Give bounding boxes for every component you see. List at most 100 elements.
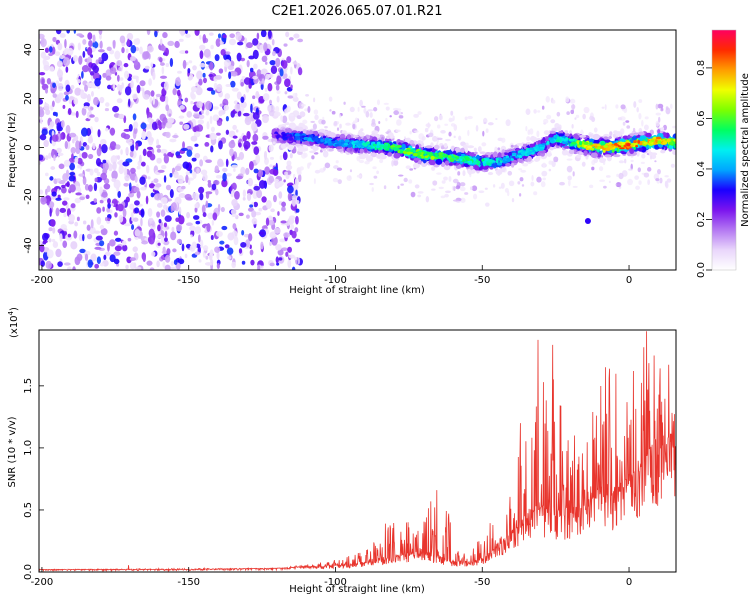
heatmap-cell [417,151,422,156]
heatmap-cell [165,62,170,68]
heatmap-cell [343,142,349,146]
heatmap-cell [541,170,548,177]
heatmap-cell [60,133,63,140]
heatmap-cell [647,167,652,172]
heatmap-cell [464,116,468,121]
heatmap-cell [136,84,141,94]
heatmap-cell [287,217,295,225]
heatmap-cell [269,99,272,105]
heatmap-cell [414,184,420,189]
heatmap-cell [510,144,514,148]
heatmap-cell [39,33,45,40]
heatmap-cell [69,162,76,171]
heatmap-cell [279,238,286,243]
heatmap-cell [139,80,146,87]
heatmap-cell [404,137,410,143]
heatmap-cell [269,164,273,168]
heatmap-cell [55,30,62,35]
heatmap-cell [99,186,103,195]
heatmap-cell [141,240,149,245]
heatmap-cell [215,132,221,136]
heatmap-cell [385,135,391,140]
heatmap-cell [284,91,288,95]
heatmap-cell [220,49,226,56]
heatmap-cell [163,81,169,91]
heatmap-cell [381,136,385,142]
heatmap-cell [227,65,234,71]
heatmap-cell [265,200,272,210]
heatmap-cell [264,166,271,175]
heatmap-cell [253,185,261,191]
heatmap-cell [157,120,161,126]
heatmap-cell [275,182,283,188]
heatmap-cell [191,157,197,162]
heatmap-cell [280,143,287,149]
heatmap-cell [361,105,366,108]
heatmap-cell [143,94,150,100]
heatmap-cell [177,70,182,74]
colorbar-tick-label: 0.6 [696,110,707,126]
heatmap-cell [81,70,84,79]
heatmap-cell [637,139,641,144]
heatmap-cell [72,55,78,62]
heatmap-cell [484,202,490,207]
heatmap-cell [533,109,537,114]
heatmap-cell [181,243,185,252]
heatmap-cell [121,47,125,54]
heatmap-cell [68,175,76,182]
heatmap-cell [43,139,49,148]
heatmap-cell [56,122,62,132]
heatmap-cell [214,75,222,80]
heatmap-cell [385,106,390,111]
heatmap-cell [587,145,593,149]
heatmap-cell [581,144,585,147]
heatmap-cell [208,32,214,36]
heatmap-cell [207,180,212,184]
heatmap-cell [270,65,278,75]
heatmap-cell [665,106,669,110]
heatmap-cell [157,242,161,246]
heatmap-cell [197,119,205,125]
heatmap-cell [280,220,287,224]
heatmap-cell [616,182,622,188]
heatmap-cell [563,138,567,142]
heatmap-cell [230,71,238,77]
heatmap-cell [398,111,402,116]
heatmap-cell [171,226,175,232]
heatmap-cell [149,96,153,104]
heatmap-cell [225,158,229,168]
heatmap-cell [204,262,212,266]
heatmap-cell [615,104,619,109]
heatmap-cell [87,153,94,160]
heatmap-cell [246,130,251,140]
heatmap-cell [358,129,363,137]
heatmap-cell [92,71,100,81]
heatmap-cell [216,119,223,127]
heatmap-cell [59,207,67,213]
heatmap-cell [71,153,74,161]
heatmap-cell [39,71,46,76]
heatmap-cell [534,158,540,162]
heatmap-cell [288,113,295,117]
heatmap-cell [193,215,200,220]
heatmap-cell [156,138,160,146]
heatmap-cell [78,173,85,177]
heatmap-cell [138,154,142,163]
heatmap-cell [325,137,329,141]
heatmap-cell [82,39,87,45]
heatmap-cell [70,241,78,250]
heatmap-cell [251,102,255,107]
heatmap-cell [224,244,230,249]
x-tick-label: 0 [626,275,632,286]
heatmap-cell [83,105,89,110]
heatmap-cell [198,234,201,243]
heatmap-cell [631,136,638,140]
heatmap-cell [307,162,310,169]
heatmap-cell [464,147,469,154]
y-tick-label: 1.0 [23,440,34,456]
heatmap-cell [186,149,193,157]
heatmap-cell [336,127,340,131]
heatmap-cell [288,122,296,129]
heatmap-cell [70,147,76,154]
heatmap-cell [199,159,204,167]
